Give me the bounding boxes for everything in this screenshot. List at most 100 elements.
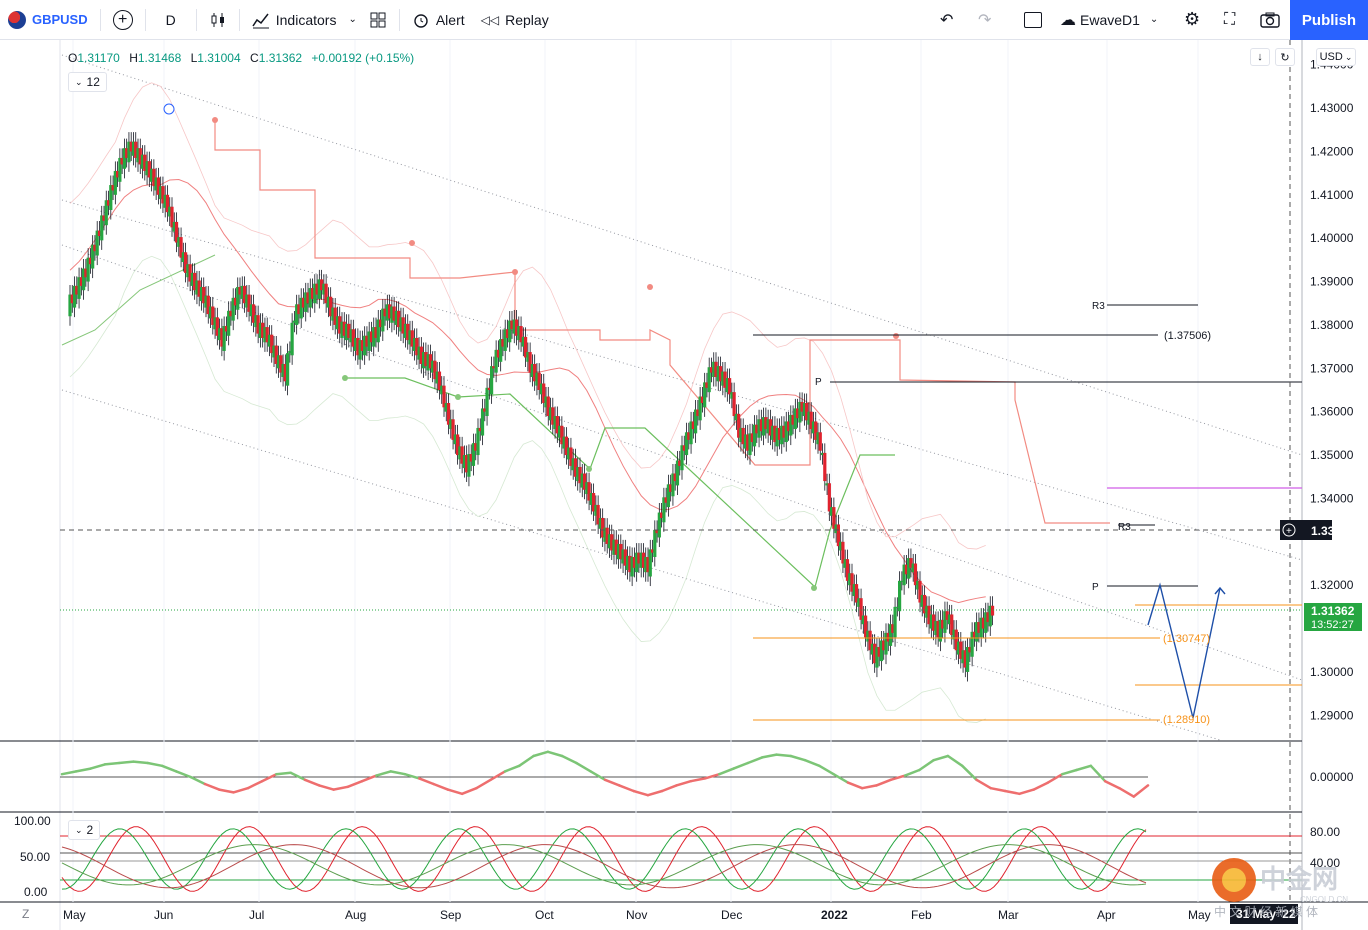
snapshot-button[interactable] [1252,0,1288,40]
pivot-label-mid: P [1092,582,1099,593]
candle-body [705,382,709,388]
oscillator-pane [60,750,1150,798]
candle-body [873,643,877,664]
candle-body [494,349,498,373]
candle-body [512,319,516,334]
candle-body [82,268,86,291]
candle-body [839,541,843,551]
osc-segment [503,764,521,773]
indicators-toggle[interactable]: ⌄ 12 [68,72,107,92]
settings-button[interactable]: ⚙ [1176,0,1208,40]
currency-button[interactable]: USD ⌄ [1316,48,1356,66]
gear-icon: ⚙ [1184,9,1201,29]
candle-body [852,584,856,597]
expand-button[interactable]: ⛶ [1216,0,1243,40]
candle-body [637,552,641,564]
osc-segment [489,770,507,782]
alert-button[interactable]: Alert [404,0,473,40]
candle-body [102,215,106,221]
layouts-button[interactable] [361,0,395,40]
osc-segment [832,772,850,784]
candle-body [322,283,326,295]
publish-button[interactable]: Publish [1290,0,1368,40]
scroll-down-button[interactable]: ↓ [1250,48,1270,66]
candle-body [875,646,879,668]
candle-body [72,285,77,308]
indicators-label: Indicators [275,11,337,28]
candle-body [959,641,963,659]
candle-body [691,421,695,430]
undo-button[interactable]: ↶ [932,0,961,40]
candle-body [245,294,249,308]
high-label: H [129,51,138,65]
pane2-indicator-count: 2 [86,823,94,837]
candle-body [834,524,838,534]
osc-segment [289,771,307,782]
pane2-indicators-toggle[interactable]: ⌄ 2 [68,820,101,840]
replay-button[interactable]: ◁◁ Replay [473,0,557,40]
chevron-down-icon: ⌄ [75,76,83,87]
candle-body [476,427,480,456]
candle-body [601,517,605,538]
candle-body [254,315,258,328]
price-scale-label: 1.34000 [1310,491,1354,505]
candle-body [215,317,219,336]
candle-body [483,408,487,412]
candle-body [884,632,888,655]
watermark: 中金网 CNGOLD.CN 中 文 财 经 新 媒 体 [1212,858,1348,919]
redo-button[interactable]: ↷ [970,0,999,40]
candle-body [857,598,861,607]
chart-type-button[interactable] [201,0,235,40]
candle-body [564,436,568,456]
symbol-search[interactable]: GBPUSD [0,0,96,40]
chart-canvas[interactable]: R3 R3 P P (1.37506) (1.30747) (1.28910) … [0,40,1368,930]
reset-scale-button[interactable]: ↻ [1275,48,1295,66]
indicators-button[interactable]: Indicators [244,0,345,40]
chevron-down-icon: ⌄ [1344,51,1353,62]
candle-body [757,419,761,438]
candle-body [825,483,829,486]
interval-button[interactable]: D [150,0,192,40]
candle-body [381,308,385,332]
candle-body [363,335,367,356]
time-axis-label: Sep [440,908,462,922]
candle-body [836,524,840,547]
template-button[interactable]: ☁ EwaveD1 ⌄ [1052,0,1166,40]
indicators-dropdown[interactable]: ⌄ [344,0,360,40]
price-scale[interactable]: 1.440001.430001.420001.410001.400001.390… [1310,58,1354,723]
candle-body [895,606,899,608]
candle-body [902,564,906,586]
candle-body [453,434,457,445]
redo-icon: ↷ [978,11,992,29]
time-axis[interactable]: May Jun Jul Aug Sep Oct Nov Dec 2022 Feb Mar Apr May [63,908,1211,922]
price-scale-label: 1.32000 [1310,578,1354,592]
candle-body [771,425,775,440]
symbol-label: GBPUSD [32,12,88,27]
trailing-stop-upper [214,120,1110,524]
candle-body [762,417,766,436]
candle-body [830,507,834,516]
compare-symbol-button[interactable]: + [105,0,141,40]
candle-body [84,268,88,278]
candle-body [968,646,972,653]
candle-body [480,408,485,436]
candle-body [93,244,97,252]
candle-body [639,552,643,568]
arrow-down-icon: ↓ [1257,51,1263,63]
fullscreen-layout-button[interactable] [1016,0,1050,40]
candle-body [730,392,734,399]
candle-body [492,366,496,369]
candle-body [614,539,618,555]
candle-body [279,355,283,373]
candle-body [646,556,650,573]
candle-body [988,605,992,627]
candle-body [465,455,469,473]
candle-body [562,436,566,449]
upper-envelope-line [69,82,986,550]
candle-body [505,329,510,338]
candle-body [947,614,952,625]
candle-body [276,355,281,369]
candle-body [975,622,979,642]
candle-body [485,387,489,417]
timezone-button[interactable]: Z [22,907,29,921]
